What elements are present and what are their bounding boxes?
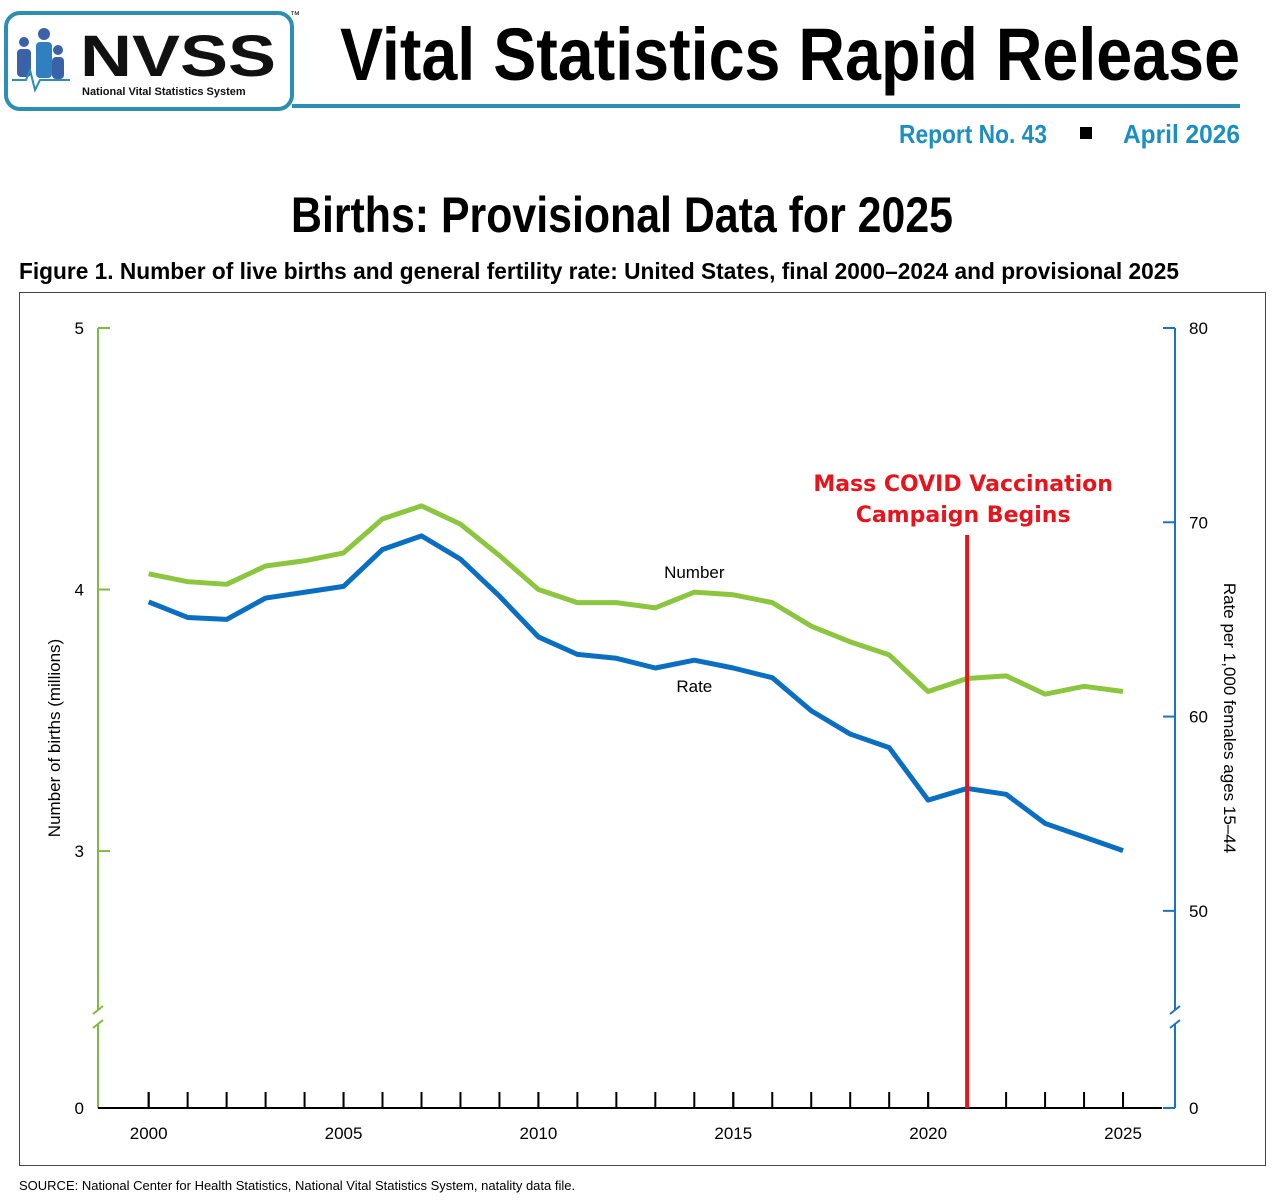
logo-text: NVSS xyxy=(80,24,276,89)
y-tick-label: 0 xyxy=(75,1099,84,1118)
logo: NVSS National Vital Statistics System ™ xyxy=(4,10,300,111)
annotation-text: Campaign Begins xyxy=(856,503,1071,528)
y2-tick-label: 50 xyxy=(1189,902,1208,921)
logo-subtitle: National Vital Statistics System xyxy=(82,86,246,98)
y-tick-label: 3 xyxy=(75,842,84,861)
chart-frame xyxy=(19,292,1266,1166)
y2-tick-label: 60 xyxy=(1189,708,1208,727)
x-tick-label: 2015 xyxy=(714,1124,752,1143)
y2-tick-label: 0 xyxy=(1189,1099,1198,1118)
y2-tick-label: 70 xyxy=(1189,513,1208,532)
source: SOURCE: National Center for Health Stati… xyxy=(19,1178,575,1193)
series-line xyxy=(147,533,1124,853)
y2-axis-label: Rate per 1,000 females ages 15–44 xyxy=(1220,583,1239,853)
y-tick-label: 5 xyxy=(75,319,84,338)
y-axis-label: Number of births (millions) xyxy=(45,639,64,837)
report-number: Report No. 43 xyxy=(899,119,1047,149)
x-tick-label: 2005 xyxy=(325,1124,363,1143)
report-date: April 2026 xyxy=(1123,119,1240,149)
logo-border xyxy=(4,11,294,111)
separator xyxy=(1080,127,1092,139)
headline: Births: Provisional Data for 2025 xyxy=(291,187,953,243)
axis-break-gap xyxy=(94,1010,102,1024)
axis-break xyxy=(1169,1005,1181,1029)
series-label: Rate xyxy=(676,677,712,696)
annotation-text: Mass COVID Vaccination xyxy=(813,472,1113,497)
series-label: Number xyxy=(664,563,725,582)
x-tick-label: 2000 xyxy=(130,1124,168,1143)
x-tick-label: 2020 xyxy=(909,1124,947,1143)
axis-break xyxy=(92,1005,104,1029)
header-title: Vital Statistics Rapid Release xyxy=(340,13,1240,96)
y2-tick-label: 80 xyxy=(1189,319,1208,338)
figure-title: Figure 1. Number of live births and gene… xyxy=(19,258,1179,284)
series-line xyxy=(148,503,1124,697)
x-tick-label: 2025 xyxy=(1104,1124,1142,1143)
trademark: ™ xyxy=(290,10,300,21)
axis-break-gap xyxy=(1171,1010,1179,1024)
x-tick-label: 2010 xyxy=(519,1124,557,1143)
y-tick-label: 4 xyxy=(75,581,84,600)
